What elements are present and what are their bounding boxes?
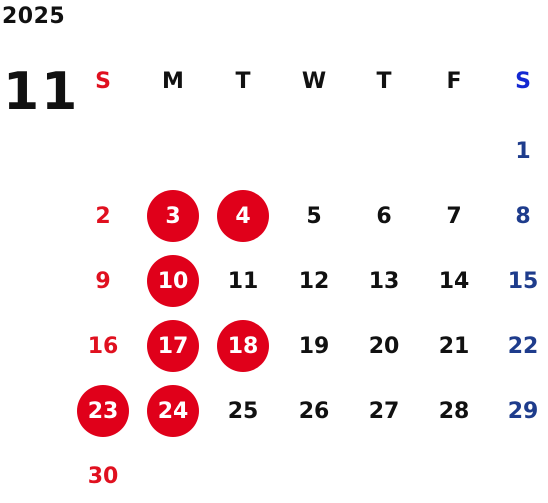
holiday-day-cell: 23	[73, 385, 133, 437]
holiday-day-cell: 17	[143, 320, 203, 372]
day-cell: 15	[493, 255, 548, 307]
day-cell-text: 13	[368, 268, 400, 294]
day-cell: 30	[73, 450, 133, 502]
day-cell: 7	[424, 190, 484, 242]
month-label: 11	[3, 62, 80, 122]
day-cell-text: 2	[95, 203, 111, 229]
day-cell: 5	[284, 190, 344, 242]
day-cell-text: 15	[507, 268, 539, 294]
weekday-header-text: F	[446, 68, 462, 94]
day-cell: 14	[424, 255, 484, 307]
day-cell-text: 5	[306, 203, 322, 229]
day-cell: 26	[284, 385, 344, 437]
holiday-day-cell-text: 24	[157, 398, 189, 424]
weekday-header: T	[354, 55, 414, 107]
day-cell-text: 14	[438, 268, 470, 294]
holiday-day-cell: 4	[213, 190, 273, 242]
holiday-day-cell: 3	[143, 190, 203, 242]
holiday-day-cell-text: 3	[165, 203, 181, 229]
day-cell: 2	[73, 190, 133, 242]
holiday-day-cell-text: 23	[87, 398, 119, 424]
weekday-header-text: W	[301, 68, 327, 94]
day-cell: 27	[354, 385, 414, 437]
day-cell: 13	[354, 255, 414, 307]
weekday-header-text: T	[235, 68, 251, 94]
weekday-header: M	[143, 55, 203, 107]
day-cell-text: 25	[227, 398, 259, 424]
day-cell-text: 16	[87, 333, 119, 359]
holiday-day-cell-text: 4	[235, 203, 251, 229]
holiday-day-cell-text: 17	[157, 333, 189, 359]
day-cell-text: 21	[438, 333, 470, 359]
day-cell: 29	[493, 385, 548, 437]
day-cell-text: 7	[446, 203, 462, 229]
weekday-header-text: M	[162, 68, 184, 94]
day-cell: 25	[213, 385, 273, 437]
day-cell-text: 1	[515, 138, 531, 164]
day-cell-text: 8	[515, 203, 531, 229]
holiday-day-cell-text: 18	[227, 333, 259, 359]
weekday-header: S	[493, 55, 548, 107]
holiday-day-cell: 24	[143, 385, 203, 437]
day-cell: 6	[354, 190, 414, 242]
day-cell-text: 6	[376, 203, 392, 229]
day-cell-text: 28	[438, 398, 470, 424]
day-cell-text: 22	[507, 333, 539, 359]
day-cell-text: 19	[298, 333, 330, 359]
day-cell-text: 9	[95, 268, 111, 294]
holiday-day-cell-text: 10	[157, 268, 189, 294]
day-cell: 8	[493, 190, 548, 242]
holiday-day-cell: 10	[143, 255, 203, 307]
weekday-header-text: S	[515, 68, 531, 94]
year-label: 2025	[2, 4, 66, 29]
day-cell: 22	[493, 320, 548, 372]
weekday-header: F	[424, 55, 484, 107]
day-cell-text: 30	[87, 463, 119, 489]
weekday-header: T	[213, 55, 273, 107]
weekday-header: W	[284, 55, 344, 107]
day-cell: 19	[284, 320, 344, 372]
day-cell: 21	[424, 320, 484, 372]
day-cell: 28	[424, 385, 484, 437]
weekday-header-text: S	[95, 68, 111, 94]
day-cell: 11	[213, 255, 273, 307]
day-cell-text: 20	[368, 333, 400, 359]
day-cell: 9	[73, 255, 133, 307]
weekday-header-text: T	[376, 68, 392, 94]
day-cell-text: 29	[507, 398, 539, 424]
day-cell-text: 12	[298, 268, 330, 294]
day-cell: 16	[73, 320, 133, 372]
day-cell: 12	[284, 255, 344, 307]
day-cell-text: 11	[227, 268, 259, 294]
weekday-header: S	[73, 55, 133, 107]
day-cell: 1	[493, 125, 548, 177]
day-cell-text: 27	[368, 398, 400, 424]
day-cell-text: 26	[298, 398, 330, 424]
day-cell: 20	[354, 320, 414, 372]
holiday-day-cell: 18	[213, 320, 273, 372]
